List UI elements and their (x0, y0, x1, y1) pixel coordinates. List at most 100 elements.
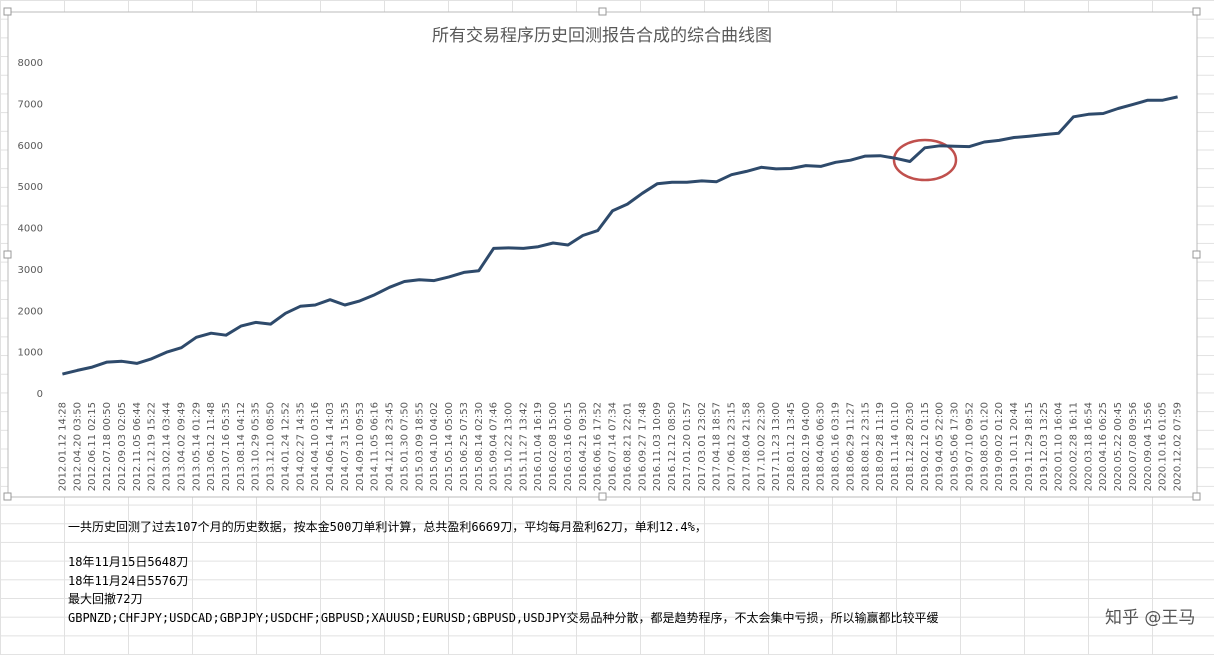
x-tick-label: 2020.05.22 00:45 (1113, 402, 1124, 491)
note: GBPNZD;CHFJPY;USDCAD;GBPJPY;USDCHF;GBPUS… (68, 611, 939, 625)
y-tick-label: 8000 (18, 58, 43, 69)
note: 18年11月15日5648刀 (68, 555, 189, 569)
x-tick-label: 2014.07.31 15:35 (340, 402, 351, 491)
x-tick-label: 2016.02.08 15:00 (548, 402, 559, 491)
x-tick-label: 2015.06.25 07:53 (459, 402, 470, 491)
x-tick-label: 2018.02.19 04:00 (801, 402, 812, 491)
x-tick-label: 2016.07.14 07:34 (608, 402, 619, 491)
y-tick-label: 5000 (18, 182, 43, 193)
x-tick-label: 2016.06.16 17:52 (593, 402, 604, 491)
x-tick-label: 2014.01.24 12:52 (280, 402, 291, 491)
x-tick-label: 2016.04.21 09:30 (578, 402, 589, 491)
x-tick-label: 2014.02.27 14:35 (295, 402, 306, 491)
x-tick-label: 2015.09.04 07:46 (489, 402, 500, 491)
x-tick-label: 2019.02.12 01:15 (920, 402, 931, 491)
x-tick-label: 2020.07.08 09:56 (1128, 402, 1139, 491)
x-tick-label: 2020.01.10 16:04 (1054, 402, 1065, 491)
x-tick-label: 2019.09.02 01:20 (994, 402, 1005, 491)
x-tick-label: 2019.12.03 13:25 (1039, 402, 1050, 491)
x-tick-label: 2016.09.27 17:48 (637, 402, 648, 491)
x-tick-label: 2019.05.06 17:30 (950, 402, 961, 491)
x-tick-label: 2019.04.05 22:00 (935, 402, 946, 491)
x-tick-label: 2017.04.18 18:57 (712, 402, 723, 491)
x-tick-label: 2013.04.02 09:49 (176, 402, 187, 491)
x-tick-label: 2018.12.28 20:30 (905, 402, 916, 491)
handle[interactable] (598, 7, 607, 16)
x-tick-label: 2012.11.05 06:44 (132, 402, 143, 491)
x-tick-label: 2014.04.10 03:16 (310, 402, 321, 491)
x-tick-label: 2016.01.04 16:19 (533, 402, 544, 491)
x-tick-label: 2018.05.16 03:19 (831, 402, 842, 491)
x-tick-label: 2017.11.23 13:00 (771, 402, 782, 491)
x-tick-label: 2020.09.04 15:56 (1143, 402, 1154, 491)
handle[interactable] (3, 492, 12, 501)
x-tick-label: 2012.04.20 03:50 (72, 402, 83, 491)
chart-frame[interactable] (7, 11, 1198, 498)
handle[interactable] (3, 250, 12, 259)
x-tick-label: 2014.06.14 14:03 (325, 402, 336, 491)
watermark: 知乎 @王马 (1105, 608, 1196, 628)
x-tick-label: 2012.12.19 15:22 (147, 402, 158, 491)
x-tick-label: 2016.11.03 10:09 (652, 402, 663, 491)
x-tick-label: 2015.04.10 04:02 (429, 402, 440, 491)
handle[interactable] (598, 492, 607, 501)
x-tick-label: 2017.08.04 21:58 (741, 402, 752, 491)
x-tick-label: 2013.07.16 05:35 (221, 402, 232, 491)
x-tick-label: 2020.02.28 16:11 (1068, 402, 1079, 491)
y-tick-label: 3000 (18, 265, 43, 276)
y-tick-label: 0 (37, 389, 43, 400)
x-tick-label: 2016.08.21 22:01 (622, 402, 633, 491)
x-tick-label: 2012.07.18 00:50 (102, 402, 113, 491)
y-tick-label: 7000 (18, 99, 43, 110)
x-tick-label: 2014.09.10 09:53 (355, 402, 366, 491)
x-tick-label: 2014.11.05 06:16 (370, 402, 381, 491)
x-tick-label: 2013.12.10 08:50 (266, 402, 277, 491)
x-tick-label: 2017.01.20 01:57 (682, 402, 693, 491)
x-tick-label: 2020.10.16 01:05 (1158, 402, 1169, 491)
x-tick-label: 2017.03.01 23:02 (697, 402, 708, 491)
line (62, 95, 1178, 376)
x-tick-label: 2013.05.14 01:29 (191, 402, 202, 491)
handle[interactable] (1192, 250, 1201, 259)
x-tick-label: 2018.09.28 11:19 (875, 402, 886, 491)
y-tick-label: 6000 (18, 141, 43, 152)
note: 最大回撤72刀 (68, 592, 143, 606)
x-tick-label: 2012.06.11 02:15 (87, 402, 98, 491)
y-tick-label: 2000 (18, 306, 43, 317)
x-tick-label: 2018.01.12 13:45 (786, 402, 797, 491)
x-tick-label: 2019.07.10 09:52 (964, 402, 975, 491)
chart: 所有交易程序历史回测报告合成的综合曲线图 0 1000 2000 3000 4000 50… (3, 7, 1201, 501)
x-tick-label: 2015.11.27 13:42 (518, 402, 529, 491)
note: 一共历史回测了过去107个月的历史数据，按本金500刀单利计算，总共盈利6669… (68, 520, 707, 534)
x-tick-label: 2016.03.16 00:15 (563, 402, 574, 491)
x-tick-label: 2013.02.14 03:44 (162, 402, 173, 491)
x-tick-label: 2019.08.05 01:20 (979, 402, 990, 491)
highlight-circle (892, 138, 958, 182)
x-tick-label: 2012.09.03 02:05 (117, 402, 128, 491)
handle[interactable] (1192, 7, 1201, 16)
chart-title: 所有交易程序历史回测报告合成的综合曲线图 (432, 26, 772, 46)
x-tick-label: 2014.12.18 23:45 (385, 402, 396, 491)
x-tick-label: 2016.12.12 08:50 (667, 402, 678, 491)
x-tick-label: 2020.12.02 07:59 (1173, 402, 1184, 491)
x-tick-label: 2015.10.22 13:00 (503, 402, 514, 491)
x-tick-label: 2020.03.18 16:54 (1083, 402, 1094, 491)
x-tick-label: 2015.01.30 07:50 (399, 402, 410, 491)
x-tick-label: 2013.10.29 05:35 (251, 402, 262, 491)
x-tick-label: 2018.11.14 01:10 (890, 402, 901, 491)
x-tick-label: 2017.06.12 23:15 (727, 402, 738, 491)
note: 18年11月24日5576刀 (68, 574, 189, 588)
x-tick-label: 2013.08.14 04:12 (236, 402, 247, 491)
x-tick-label: 2012.01.12 14:28 (57, 402, 68, 491)
handle[interactable] (3, 7, 12, 16)
x-tick-label: 2018.04.06 06:30 (816, 402, 827, 491)
y-tick-label: 1000 (18, 348, 43, 359)
x-tick-label: 2013.06.12 11:48 (206, 402, 217, 491)
x-tick-label: 2015.05.14 05:00 (444, 402, 455, 491)
x-tick-label: 2018.06.29 11:27 (845, 402, 856, 491)
x-tick-label: 2015.03.09 18:55 (414, 402, 425, 491)
x-tick-label: 2018.08.12 23:15 (860, 402, 871, 491)
handle[interactable] (1192, 492, 1201, 501)
x-tick-label: 2020.04.16 06:25 (1098, 402, 1109, 491)
